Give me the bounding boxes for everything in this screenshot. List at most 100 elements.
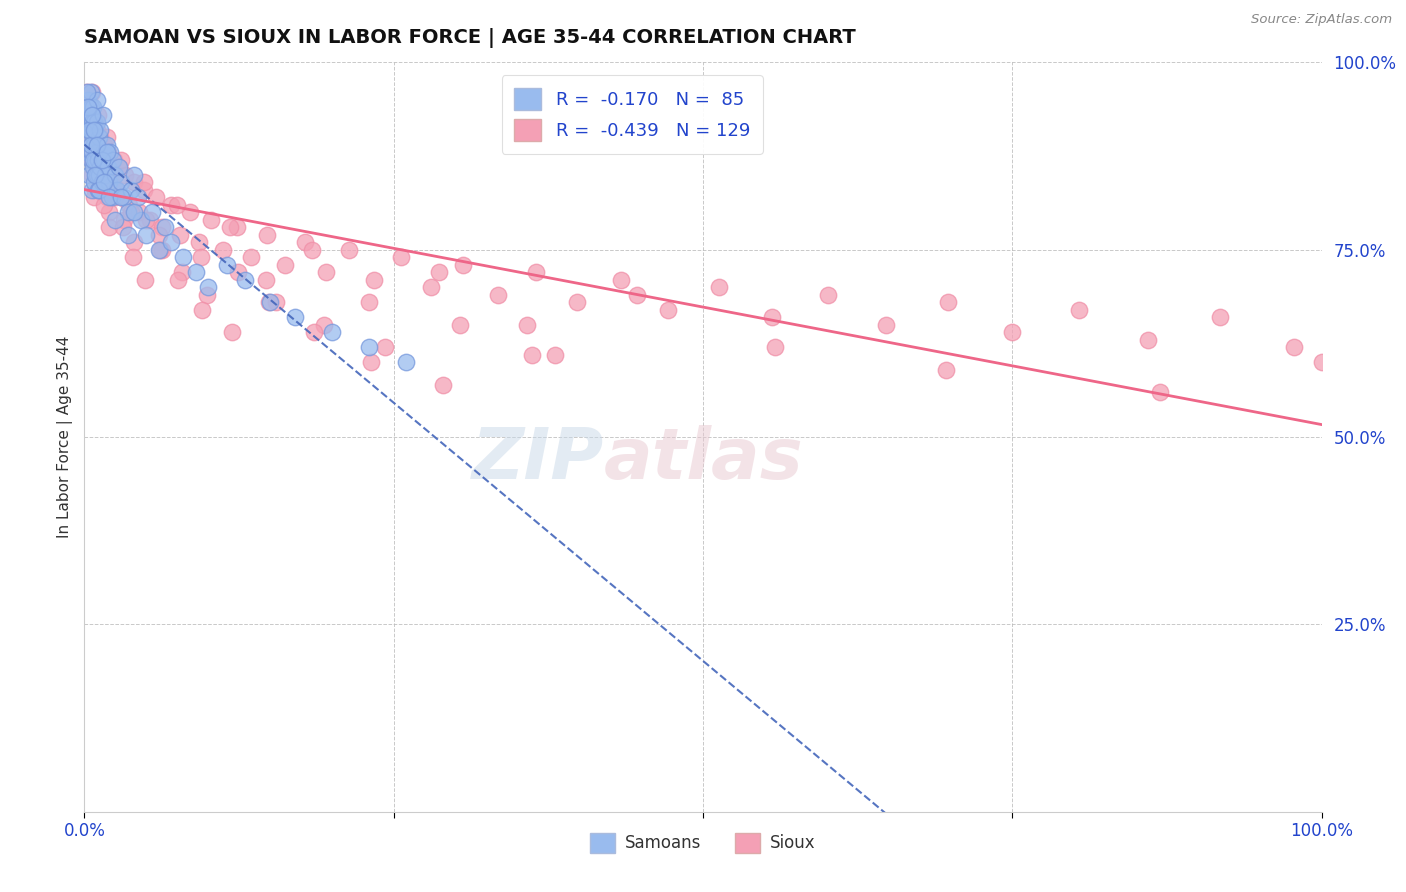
Point (543, 348, 565, 362)
Point (1284, 340, 1306, 354)
Point (76, 123, 98, 137)
Point (169, 227, 191, 242)
Point (200, 212, 222, 227)
Point (451, 258, 474, 272)
Point (141, 205, 163, 219)
Point (84, 168, 107, 182)
Point (1069, 302, 1091, 317)
Point (90, 153, 112, 167)
Point (149, 243, 172, 257)
Point (264, 295, 287, 310)
Point (108, 161, 131, 175)
Point (110, 153, 132, 167)
Point (84, 137, 107, 152)
Point (122, 168, 145, 182)
Point (522, 348, 544, 362)
Point (1137, 333, 1160, 347)
Point (101, 153, 124, 167)
Point (80, 145, 103, 160)
Text: Source: ZipAtlas.com: Source: ZipAtlas.com (1251, 13, 1392, 27)
Point (76, 86, 98, 100)
Point (91, 145, 114, 160)
Point (150, 220, 173, 235)
Point (104, 212, 127, 227)
Point (153, 220, 176, 235)
Point (432, 377, 454, 392)
Point (117, 205, 139, 219)
Point (83, 175, 105, 189)
Point (148, 227, 170, 242)
Point (96, 130, 118, 145)
Point (96, 145, 118, 160)
Point (184, 265, 207, 279)
Point (257, 295, 280, 310)
Point (148, 243, 170, 257)
Point (167, 273, 190, 287)
Point (160, 198, 183, 212)
Point (97, 145, 120, 160)
Point (114, 168, 136, 182)
Point (76, 145, 98, 160)
Point (79, 123, 101, 137)
Point (82, 130, 104, 145)
Point (129, 212, 152, 227)
Point (179, 205, 201, 219)
Point (79, 100, 101, 114)
Point (195, 287, 218, 301)
Point (110, 190, 132, 204)
Point (77, 93, 100, 107)
Point (357, 295, 380, 310)
Point (89, 130, 111, 145)
Y-axis label: In Labor Force | Age 35-44: In Labor Force | Age 35-44 (58, 336, 73, 538)
Point (89, 161, 111, 175)
Point (79, 100, 101, 114)
Point (1310, 355, 1333, 369)
Point (225, 220, 247, 235)
Text: SAMOAN VS SIOUX IN LABOR FORCE | AGE 35-44 CORRELATION CHART: SAMOAN VS SIOUX IN LABOR FORCE | AGE 35-… (84, 28, 856, 48)
Point (122, 205, 145, 219)
Point (108, 161, 131, 175)
Point (96, 190, 118, 204)
Point (259, 295, 281, 310)
Point (84, 123, 107, 137)
Point (98, 205, 121, 219)
Point (135, 212, 157, 227)
Point (657, 302, 679, 317)
Point (135, 227, 157, 242)
Point (233, 273, 256, 287)
Point (389, 250, 412, 264)
Point (90, 153, 112, 167)
Point (80, 183, 103, 197)
Point (80, 108, 103, 122)
Point (80, 86, 103, 100)
Point (110, 175, 132, 189)
Point (94, 168, 117, 182)
Point (83, 123, 105, 137)
Point (111, 220, 134, 235)
Point (132, 183, 155, 197)
Point (121, 250, 143, 264)
Point (86, 115, 108, 129)
Point (936, 295, 959, 310)
Point (80, 108, 103, 122)
Point (294, 235, 316, 250)
Point (89, 130, 111, 145)
Point (763, 340, 786, 354)
Point (93, 198, 115, 212)
Point (360, 355, 382, 369)
Point (610, 273, 633, 287)
Point (82, 153, 104, 167)
Point (98, 175, 121, 189)
Text: ZIP: ZIP (472, 425, 605, 494)
Point (79, 137, 101, 152)
Point (284, 310, 307, 325)
Point (79, 123, 101, 137)
Point (122, 175, 145, 189)
Point (117, 227, 139, 242)
Point (98, 168, 121, 182)
Point (127, 190, 149, 204)
Point (761, 310, 783, 325)
Point (104, 168, 127, 182)
Point (304, 325, 326, 339)
Point (357, 340, 380, 354)
